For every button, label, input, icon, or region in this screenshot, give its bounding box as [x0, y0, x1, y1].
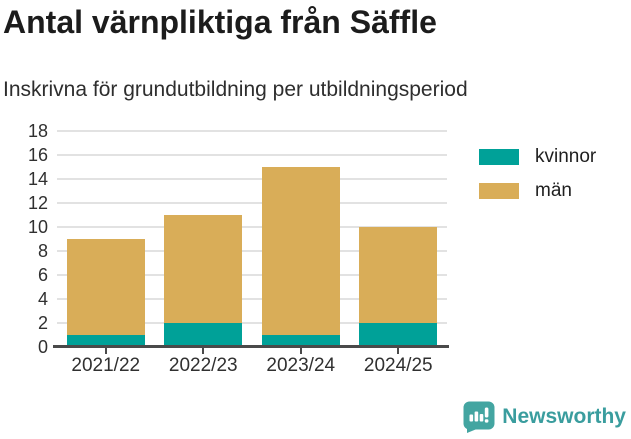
- stacked-bar-2022/23: [164, 215, 243, 347]
- bar-segment-män: [164, 215, 243, 323]
- bar-chart-speech-bubble-icon: [463, 401, 495, 433]
- gridline-y6: [57, 274, 447, 276]
- bar-segment-kvinnor: [164, 323, 243, 347]
- legend: kvinnor män: [479, 146, 596, 214]
- legend-item-kvinnor: kvinnor: [479, 146, 596, 168]
- y-tick-label: 14: [27, 169, 48, 189]
- legend-swatch-kvinnor: [479, 149, 519, 165]
- chart-title: Antal värnpliktiga från Säffle: [3, 4, 437, 40]
- stacked-bar-2023/24: [261, 167, 340, 347]
- legend-item-män: män: [479, 180, 596, 202]
- gridline-y14: [57, 178, 447, 180]
- gridline-y16: [57, 154, 447, 156]
- x-tick: [397, 348, 400, 354]
- gridline-y2: [57, 322, 447, 324]
- y-tick-label: 0: [37, 337, 48, 357]
- bar-segment-män: [359, 227, 438, 323]
- brand-name: Newsworthy: [502, 405, 626, 428]
- bar-segment-kvinnor: [261, 335, 340, 347]
- bar-plot-area: [57, 130, 447, 347]
- gridline-y12: [57, 202, 447, 204]
- x-tick-label: 2022/23: [168, 355, 238, 376]
- gridline-y10: [57, 226, 447, 228]
- y-tick-label: 8: [37, 241, 48, 261]
- x-axis-line: [53, 345, 449, 348]
- y-tick-label: 10: [27, 217, 48, 237]
- x-tick: [202, 348, 205, 354]
- bar-segment-män: [66, 239, 145, 335]
- y-axis-labels: 0 2 4 6 8 10 12 14 16 18: [0, 121, 48, 357]
- legend-label: män: [535, 180, 572, 201]
- gridline-y4: [57, 298, 447, 300]
- x-tick-label: 2024/25: [363, 355, 433, 376]
- gridline-y8: [57, 250, 447, 252]
- x-tick-label: 2021/22: [71, 355, 141, 376]
- bar-segment-kvinnor: [66, 335, 145, 347]
- y-tick-label: 6: [37, 265, 48, 285]
- x-tick: [299, 348, 302, 354]
- bar-segment-män: [261, 167, 340, 335]
- brand-footer: Newsworthy: [463, 401, 626, 433]
- stacked-bar-2024/25: [359, 227, 438, 347]
- y-tick-label: 18: [27, 121, 48, 141]
- y-tick-label: 12: [27, 193, 48, 213]
- legend-label: kvinnor: [535, 146, 597, 167]
- stacked-bar-2021/22: [66, 239, 145, 347]
- x-tick-label: 2023/24: [266, 355, 336, 376]
- bar-segment-kvinnor: [359, 323, 438, 347]
- chart-subtitle: Inskrivna för grundutbildning per utbild…: [3, 78, 468, 101]
- x-tick: [104, 348, 107, 354]
- y-tick-label: 4: [37, 289, 48, 309]
- gridline-y18: [57, 130, 447, 132]
- legend-swatch-män: [479, 183, 519, 199]
- y-tick-label: 2: [37, 313, 48, 333]
- y-tick-label: 16: [27, 145, 48, 165]
